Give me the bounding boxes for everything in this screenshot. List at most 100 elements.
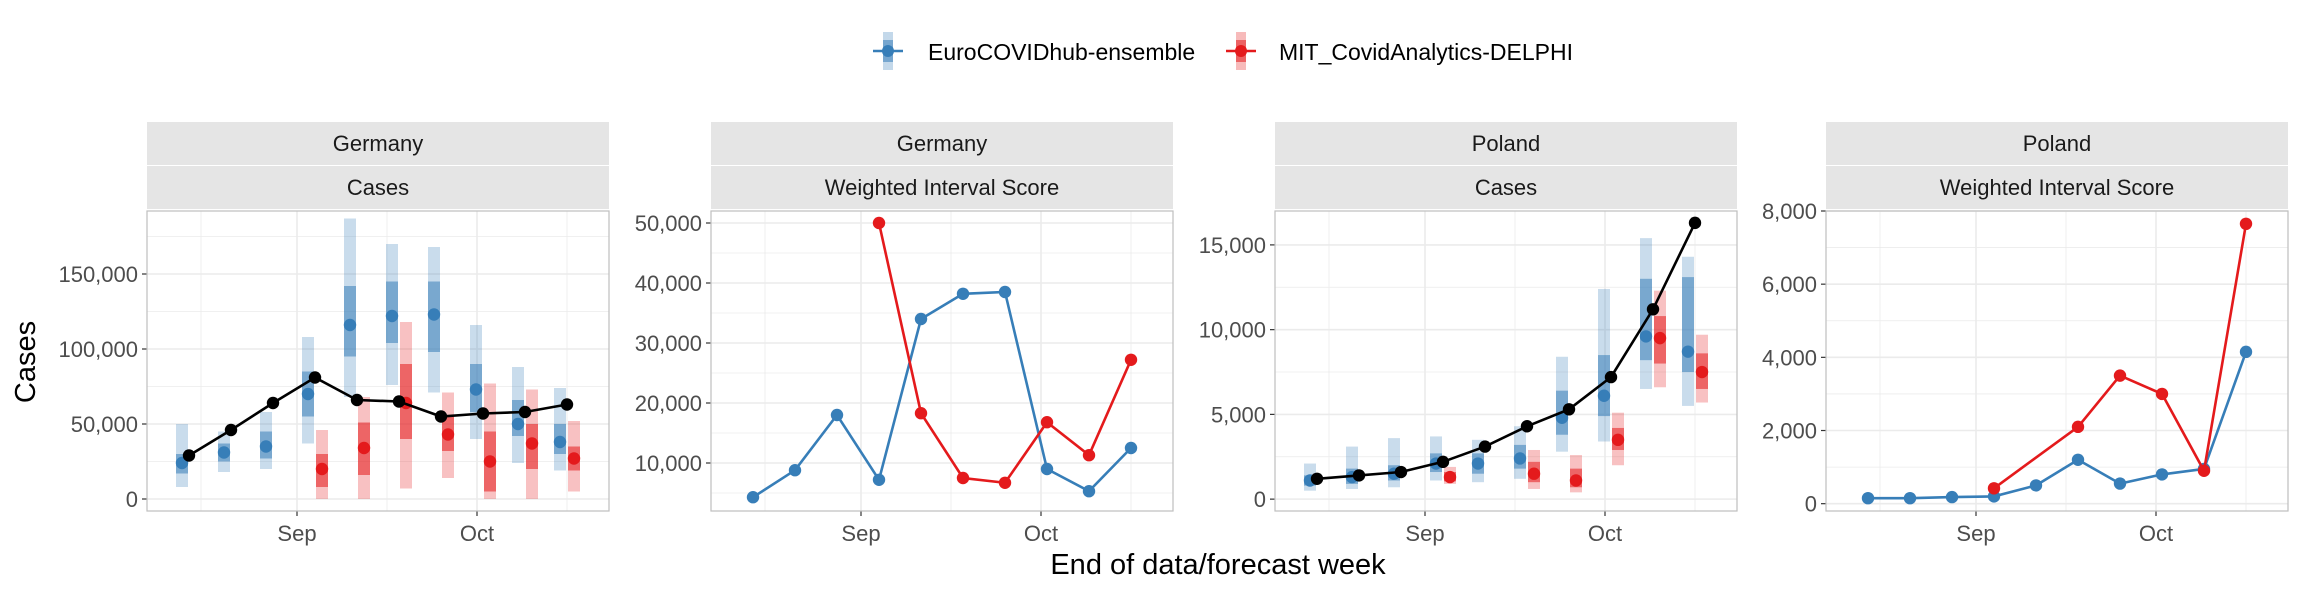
observed-point — [308, 371, 322, 384]
x-tick-label: Sep — [1956, 521, 1995, 546]
y-tick-label: 4,000 — [1762, 345, 1817, 370]
score-line — [1993, 223, 2248, 490]
y-tick-label: 40,000 — [635, 271, 702, 296]
gridlines — [711, 211, 1173, 511]
score-point — [1124, 441, 1138, 455]
score-point — [1124, 353, 1138, 366]
observed-point — [1436, 455, 1450, 469]
x-tick-label: Sep — [841, 521, 880, 546]
observed-point — [476, 407, 490, 420]
forecast-delphi — [315, 322, 581, 499]
observed-point — [224, 423, 238, 437]
y-tick-label: 50,000 — [71, 412, 138, 437]
observed-line — [1316, 222, 1697, 481]
x-tick-label: Sep — [277, 521, 316, 546]
y-tick-label: 8,000 — [1762, 199, 1817, 224]
score-point — [998, 476, 1012, 489]
score-point — [1040, 416, 1054, 429]
legend-item-ensemble: EuroCOVIDhub-ensemble — [873, 32, 1195, 70]
score-point — [2155, 387, 2169, 401]
score-series-ensemble — [746, 285, 1138, 504]
score-point — [1945, 490, 1959, 504]
legend: EuroCOVIDhub-ensemble MIT_CovidAnalytics… — [873, 32, 1573, 70]
legend-key-ensemble-point — [882, 45, 894, 57]
observed-series — [182, 371, 574, 462]
legend-label-delphi: MIT_CovidAnalytics-DELPHI — [1279, 39, 1573, 65]
observed-line — [188, 376, 568, 457]
forecast-median-point — [1527, 467, 1541, 480]
score-point — [2071, 420, 2085, 434]
y-axis-title: Cases — [10, 321, 42, 403]
y-tick-label: 30,000 — [635, 331, 702, 356]
y-tick-label: 0 — [126, 487, 138, 512]
score-point — [2239, 345, 2253, 359]
forecast-median-point — [553, 435, 567, 449]
score-point — [830, 408, 844, 422]
score-line — [1868, 351, 2248, 500]
observed-point — [560, 398, 574, 411]
strip-top-label: Germany — [897, 131, 987, 156]
strip-bottom-label: Weighted Interval Score — [1940, 175, 2174, 200]
score-series-delphi — [872, 216, 1138, 489]
strip-bottom-label: Cases — [347, 175, 409, 200]
facet-panel-1: Germany Cases 0 50,000 100,000 150,000 Sep Oct — [58, 122, 610, 546]
y-tick-label: 0 — [1254, 487, 1266, 512]
forecast-ensemble — [175, 218, 567, 487]
forecast-median-point — [483, 455, 497, 468]
score-point — [1082, 485, 1096, 498]
score-point — [2155, 468, 2169, 481]
score-point — [1040, 462, 1054, 476]
observed-point — [1646, 303, 1660, 316]
forecast-median-point — [441, 428, 455, 441]
forecast-median-point — [343, 318, 357, 332]
forecast-median-point — [301, 387, 315, 401]
forecast-median-point — [427, 308, 441, 321]
observed-point — [518, 405, 532, 419]
x-tick-label: Oct — [460, 521, 494, 546]
forecast-median-point — [511, 417, 525, 431]
facet-panel-3: Poland Cases 0 5,000 10,000 15,000 Sep Oct — [1199, 122, 1738, 546]
forecast-delphi — [1443, 290, 1709, 493]
y-tick-label: 5,000 — [1211, 402, 1266, 427]
observed-point — [1478, 440, 1492, 453]
strip-bottom-label: Cases — [1475, 175, 1537, 200]
y-tick-label: 15,000 — [1199, 233, 1266, 258]
score-point — [914, 407, 928, 420]
forecast-median-point — [217, 446, 231, 459]
strip-bottom-background — [1826, 166, 2288, 209]
legend-item-delphi: MIT_CovidAnalytics-DELPHI — [1226, 32, 1573, 70]
forecast-median-point — [1639, 330, 1653, 343]
score-point — [914, 312, 928, 326]
score-point — [1903, 491, 1917, 505]
y-tick-label: 0 — [1805, 492, 1817, 517]
strip-top-background — [1826, 122, 2288, 165]
panel-border — [1274, 210, 1738, 512]
strip-bottom-background — [711, 166, 1173, 209]
forecast-median-point — [1681, 345, 1695, 358]
y-tick-label: 2,000 — [1762, 419, 1817, 444]
panel-border — [710, 210, 1174, 512]
score-point — [872, 216, 886, 230]
y-tick-label: 50,000 — [635, 211, 702, 236]
score-point — [2029, 479, 2043, 492]
score-series-delphi — [1987, 217, 2253, 495]
panel-background — [711, 211, 1173, 511]
legend-key-delphi-point — [1235, 45, 1247, 57]
panel-background — [1826, 211, 2288, 511]
score-point — [1987, 482, 2001, 495]
observed-point — [1688, 216, 1702, 230]
forecast-median-point — [525, 437, 539, 450]
strip-bottom-background — [147, 166, 609, 209]
y-tick-label: 10,000 — [1199, 318, 1266, 343]
legend-label-ensemble: EuroCOVIDhub-ensemble — [928, 39, 1195, 65]
score-point — [2113, 477, 2127, 490]
forecast-median-point — [1611, 433, 1625, 447]
observed-point — [434, 410, 448, 423]
forecast-median-point — [357, 441, 371, 455]
panel-border — [146, 210, 610, 512]
x-tick-label: Sep — [1405, 521, 1444, 546]
gridlines — [1275, 211, 1737, 511]
observed-point — [1604, 370, 1618, 384]
